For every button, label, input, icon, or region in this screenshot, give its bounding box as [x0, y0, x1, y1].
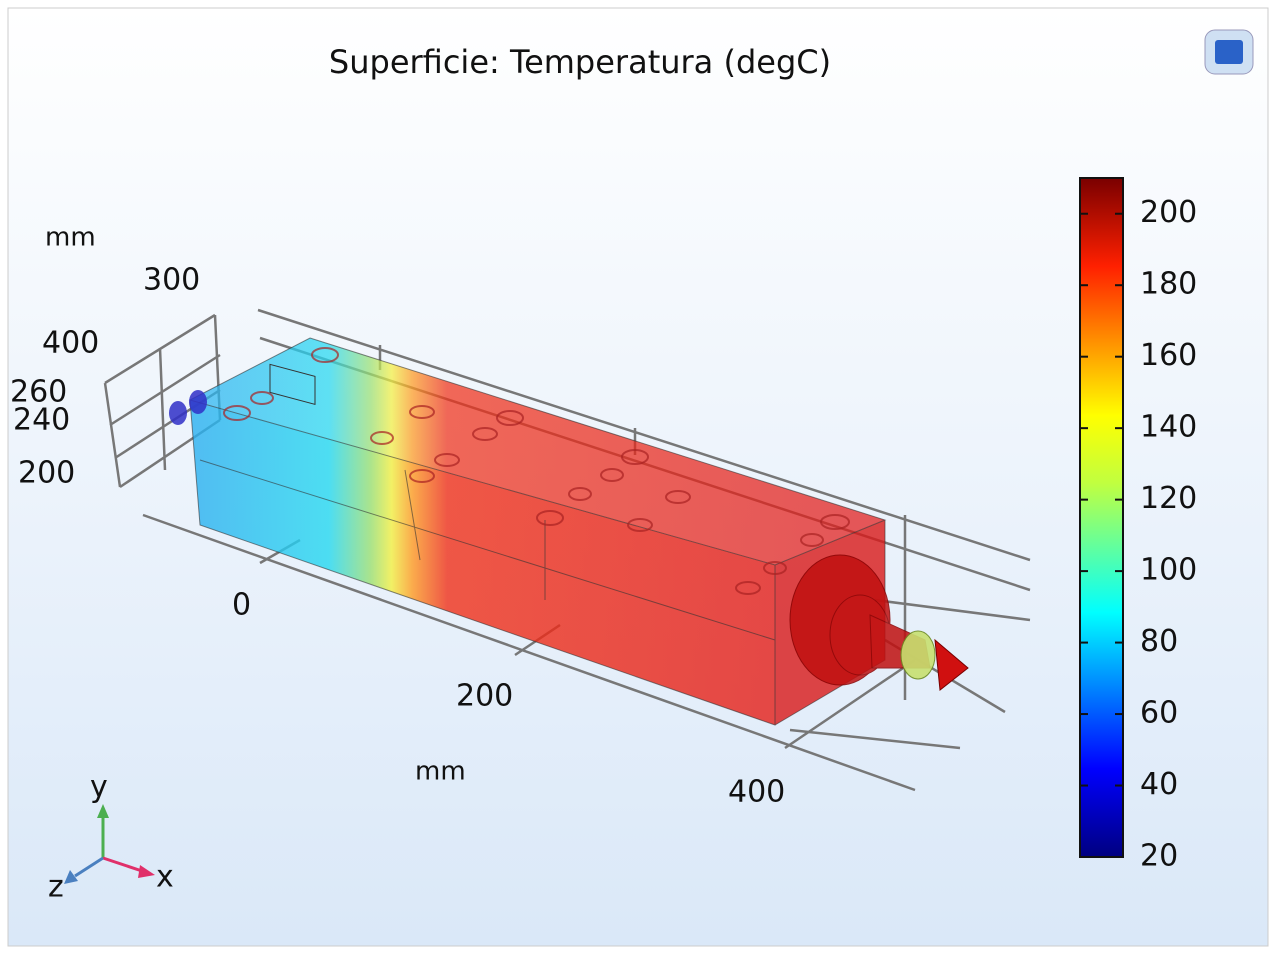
tick-label: 300 [143, 263, 200, 298]
plot-window: Superficie: Temperatura (degC) [0, 0, 1275, 949]
colorbar [1080, 178, 1123, 857]
colorbar-tick-label: 120 [1140, 481, 1197, 516]
tick-label: 240 [13, 403, 70, 438]
tick-label: 200 [18, 456, 75, 491]
tick-label: 400 [42, 326, 99, 361]
colorbar-tick-label: 60 [1140, 696, 1178, 731]
triad-label: z [48, 870, 64, 905]
colorbar-tick-label: 40 [1140, 767, 1178, 802]
colorbar-tick-label: 20 [1140, 839, 1178, 874]
colorbar-tick-label: 160 [1140, 338, 1197, 373]
tick-label: 400 [728, 775, 785, 810]
colorbar-tick-label: 100 [1140, 553, 1197, 588]
plot-title: Superficie: Temperatura (degC) [329, 43, 831, 81]
view-button-icon [1215, 40, 1243, 64]
axis-unit: mm [415, 757, 466, 787]
tick-label: 0 [232, 588, 251, 623]
colorbar-tick-label: 180 [1140, 267, 1197, 302]
colorbar-tick-label: 80 [1140, 624, 1178, 659]
axis-unit: mm [45, 223, 96, 253]
tick-label: 200 [456, 679, 513, 714]
colorbar-tick-label: 140 [1140, 410, 1197, 445]
colorbar-tick-label: 200 [1140, 195, 1197, 230]
triad-label: x [156, 860, 174, 895]
triad-label: y [90, 770, 108, 805]
